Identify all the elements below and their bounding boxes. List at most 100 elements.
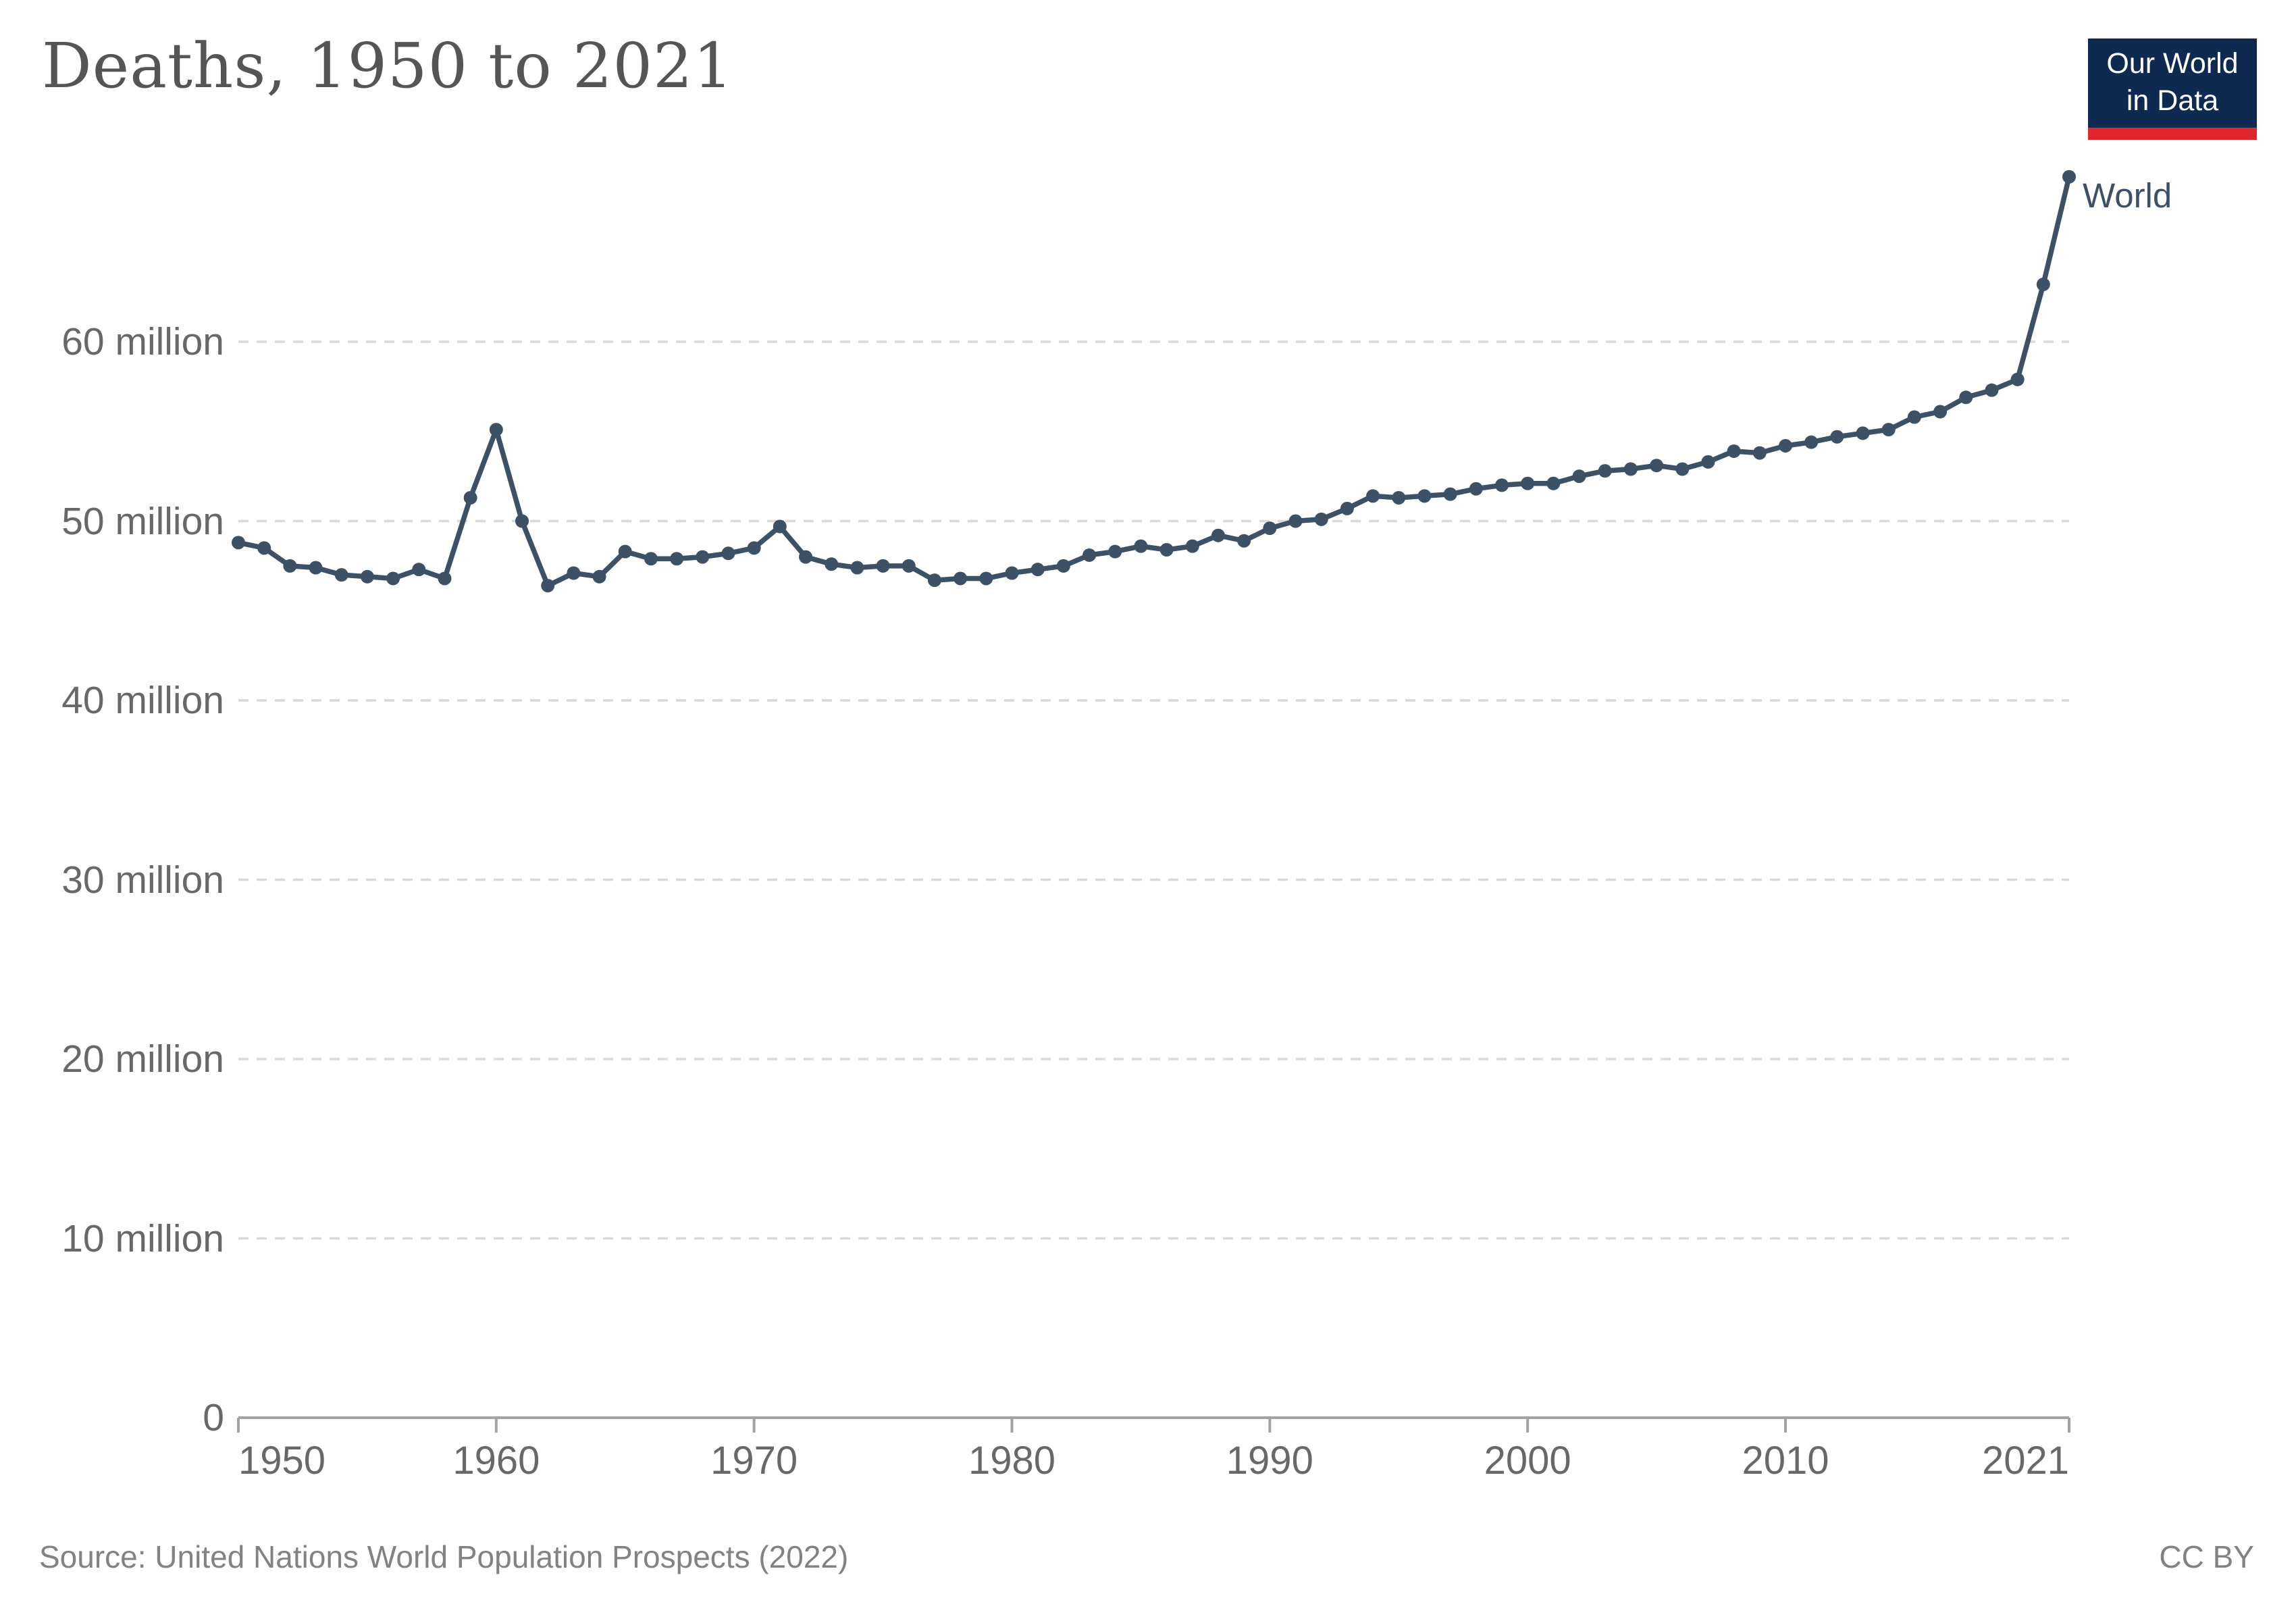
data-point [1340,501,1354,515]
data-point [1959,390,1973,405]
y-tick-label: 20 million [61,1037,224,1081]
data-point [721,546,735,561]
data-point [902,559,916,573]
owid-logo[interactable]: Our World in Data [2088,38,2257,140]
data-point [1366,489,1380,503]
data-point [1727,444,1741,458]
data-point [334,568,348,582]
series-line-group [232,170,2076,593]
data-point [2062,170,2076,184]
data-point [1392,490,1406,505]
data-point [1675,462,1690,476]
owid-logo-red-bar [2088,128,2257,140]
data-point [1108,544,1122,559]
data-point [1572,469,1586,484]
data-point [489,423,503,437]
data-point [1494,478,1509,492]
x-tick-label: 1980 [968,1439,1055,1483]
x-axis [237,1416,2070,1433]
data-point [876,559,890,573]
y-tick-label: 50 million [61,499,224,543]
license-link[interactable]: CC BY [2159,1539,2254,1574]
data-point [1623,462,1638,476]
series-line [236,174,2072,588]
data-point [1985,383,1999,397]
data-point [644,552,658,566]
data-point [1417,489,1432,503]
data-point [541,579,555,593]
data-point [1211,528,1225,542]
gridlines [238,340,2069,1240]
data-point [232,536,245,550]
data-point [1237,534,1251,548]
data-point [438,571,452,586]
source-text: Source: United Nations World Population … [39,1539,849,1574]
data-point [1650,459,1664,473]
data-point [592,569,606,584]
y-tick-label: 30 million [61,858,224,902]
data-point [257,541,271,555]
data-point [850,561,864,575]
series-label-world: World [2083,176,2172,215]
data-point [1881,423,1896,437]
data-point [1443,487,1457,501]
data-point [515,514,529,528]
data-point [1263,521,1277,536]
data-point [979,571,993,586]
data-point [1134,539,1148,553]
data-point [927,573,941,588]
data-point [567,566,581,580]
x-tick-label: 1960 [452,1439,540,1483]
data-point [618,544,632,559]
data-point [412,563,426,577]
data-point [1701,455,1715,469]
x-tick-label: 1950 [238,1439,326,1483]
owid-logo-line1: Our World [2106,47,2239,80]
data-point [954,571,968,586]
page-title: Deaths, 1950 to 2021 [42,30,734,102]
data-point [1933,405,1948,419]
data-point [1830,430,1844,444]
data-point [1030,563,1045,577]
data-point [2010,372,2025,386]
data-point [2036,278,2050,292]
data-point [1907,410,1921,424]
x-tick-label: 1990 [1226,1439,1313,1483]
data-point [670,552,684,566]
data-point [1856,426,1870,440]
data-point [696,550,710,564]
data-point [1288,514,1303,528]
data-point [773,519,787,534]
data-point [825,557,839,571]
owid-logo-box: Our World in Data [2088,38,2257,128]
data-point [1521,476,1535,490]
data-point [1469,482,1483,496]
y-tick-label: 60 million [61,320,224,363]
x-tick-label: 1970 [710,1439,798,1483]
y-tick-label: 40 million [61,679,224,722]
y-tick-label: 10 million [61,1216,224,1260]
x-tick-label: 2021 [1981,1439,2069,1483]
owid-logo-line2: in Data [2126,84,2219,117]
data-point [1314,512,1328,526]
data-point [1159,542,1174,557]
data-point [1598,464,1612,478]
data-point [1804,435,1819,449]
data-point [463,490,477,505]
data-point [1185,539,1199,553]
data-point [309,561,323,575]
y-tick-label: 0 [203,1396,224,1439]
x-tick-label: 2010 [1742,1439,1829,1483]
x-tick-label: 2000 [1484,1439,1571,1483]
data-point [1752,446,1767,460]
data-point [799,550,813,564]
data-point [1056,559,1070,573]
data-point [1778,438,1792,453]
data-point [283,559,297,573]
chart-footer: Source: United Nations World Population … [39,1537,2254,1576]
data-point [1546,476,1561,490]
data-point [747,541,761,555]
data-point [1005,566,1019,580]
data-point [1082,548,1097,562]
